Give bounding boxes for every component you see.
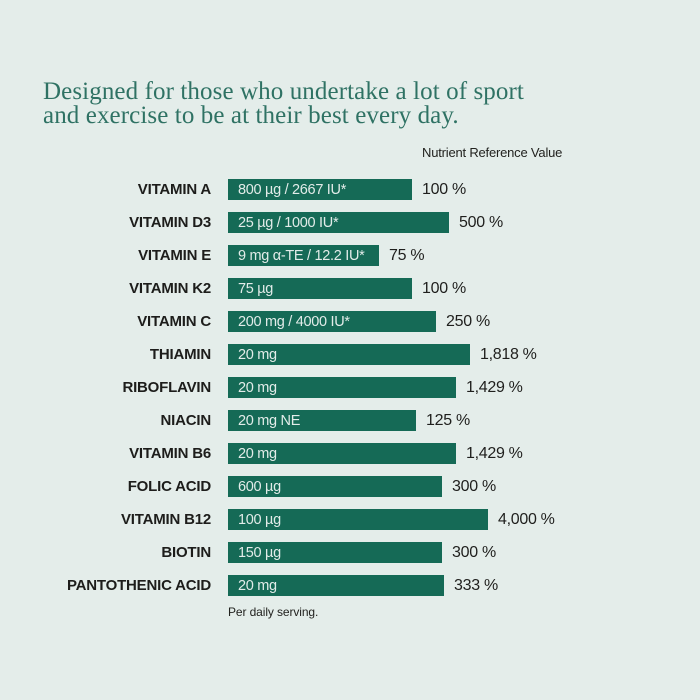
chart-row: VITAMIN B12 100 µg 4,000 % <box>0 503 700 536</box>
per-serving-footnote: Per daily serving. <box>228 605 319 619</box>
page-title: Designed for those who undertake a lot o… <box>43 78 524 129</box>
chart-row: RIBOFLAVIN 20 mg 1,429 % <box>0 371 700 404</box>
title-line-2: and exercise to be at their best every d… <box>43 102 459 129</box>
amount-label: 75 µg <box>238 280 274 297</box>
chart-row: VITAMIN B6 20 mg 1,429 % <box>0 437 700 470</box>
nutrient-name-label: NIACIN <box>160 412 212 429</box>
nrv-bar: 200 mg / 4000 IU* <box>228 311 436 332</box>
nutrient-name-label: VITAMIN D3 <box>129 214 211 231</box>
nutrient-name-label: PANTOTHENIC ACID <box>66 577 211 594</box>
chart-row: THIAMIN 20 mg 1,818 % <box>0 338 700 371</box>
nrv-percent-label: 100 % <box>422 180 466 198</box>
nutrient-name-label: FOLIC ACID <box>127 478 211 495</box>
nrv-bar: 20 mg <box>228 344 470 365</box>
chart-row: VITAMIN D3 25 µg / 1000 IU* 500 % <box>0 206 700 239</box>
nrv-percent-label: 1,429 % <box>466 444 523 462</box>
nutrient-name-label: VITAMIN E <box>138 247 211 264</box>
chart-row: VITAMIN K2 75 µg 100 % <box>0 272 700 305</box>
nrv-bar-chart: VITAMIN A 800 µg / 2667 IU* 100 % VITAMI… <box>0 173 700 602</box>
nutrient-name-label: THIAMIN <box>149 346 211 363</box>
amount-label: 9 mg α-TE / 12.2 IU* <box>238 247 365 264</box>
chart-row: FOLIC ACID 600 µg 300 % <box>0 470 700 503</box>
nrv-percent-label: 125 % <box>426 411 470 429</box>
nrv-percent-label: 500 % <box>459 213 503 231</box>
nrv-column-header: Nutrient Reference Value <box>422 145 563 160</box>
nrv-bar: 20 mg <box>228 377 456 398</box>
nutrient-name-label: BIOTIN <box>161 544 211 561</box>
nrv-bar: 25 µg / 1000 IU* <box>228 212 449 233</box>
nrv-percent-label: 1,818 % <box>480 345 537 363</box>
nrv-percent-label: 300 % <box>452 543 496 561</box>
nrv-percent-label: 4,000 % <box>498 510 555 528</box>
chart-row: VITAMIN E 9 mg α-TE / 12.2 IU* 75 % <box>0 239 700 272</box>
chart-row: VITAMIN C 200 mg / 4000 IU* 250 % <box>0 305 700 338</box>
amount-label: 150 µg <box>238 544 281 561</box>
amount-label: 20 mg NE <box>238 412 301 429</box>
nrv-percent-label: 250 % <box>446 312 490 330</box>
amount-label: 20 mg <box>238 445 277 462</box>
nrv-percent-label: 100 % <box>422 279 466 297</box>
chart-row: PANTOTHENIC ACID 20 mg 333 % <box>0 569 700 602</box>
title-line-1: Designed for those who undertake a lot o… <box>43 78 524 105</box>
amount-label: 20 mg <box>238 379 277 396</box>
nutrient-name-label: VITAMIN A <box>137 181 211 198</box>
nrv-bar: 100 µg <box>228 509 488 530</box>
nrv-bar: 600 µg <box>228 476 442 497</box>
nrv-bar: 20 mg <box>228 443 456 464</box>
nrv-bar: 9 mg α-TE / 12.2 IU* <box>228 245 379 266</box>
amount-label: 100 µg <box>238 511 281 528</box>
nrv-bar: 150 µg <box>228 542 442 563</box>
chart-row: BIOTIN 150 µg 300 % <box>0 536 700 569</box>
amount-label: 200 mg / 4000 IU* <box>238 313 350 330</box>
amount-label: 20 mg <box>238 346 277 363</box>
nutrient-name-label: VITAMIN B6 <box>129 445 211 462</box>
nutrient-name-label: RIBOFLAVIN <box>122 379 211 396</box>
amount-label: 20 mg <box>238 577 277 594</box>
nrv-percent-label: 75 % <box>389 246 425 264</box>
nrv-bar: 20 mg NE <box>228 410 416 431</box>
chart-row: NIACIN 20 mg NE 125 % <box>0 404 700 437</box>
nrv-bar: 75 µg <box>228 278 412 299</box>
nutrient-name-label: VITAMIN B12 <box>120 511 211 528</box>
nutrient-name-label: VITAMIN K2 <box>129 280 211 297</box>
nrv-bar: 20 mg <box>228 575 444 596</box>
chart-row: VITAMIN A 800 µg / 2667 IU* 100 % <box>0 173 700 206</box>
amount-label: 800 µg / 2667 IU* <box>238 181 347 198</box>
nutrient-name-label: VITAMIN C <box>137 313 211 330</box>
amount-label: 25 µg / 1000 IU* <box>238 214 339 231</box>
nrv-percent-label: 333 % <box>454 576 498 594</box>
nrv-percent-label: 1,429 % <box>466 378 523 396</box>
nrv-percent-label: 300 % <box>452 477 496 495</box>
amount-label: 600 µg <box>238 478 281 495</box>
nrv-bar: 800 µg / 2667 IU* <box>228 179 412 200</box>
